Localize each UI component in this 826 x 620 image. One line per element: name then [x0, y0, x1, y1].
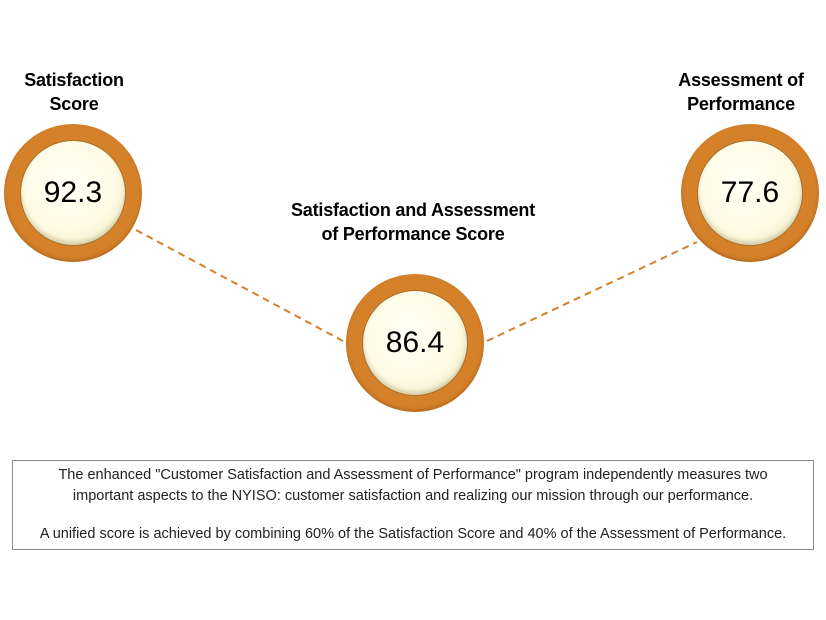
- score-disc: 92.3: [21, 141, 125, 245]
- label-line: Satisfaction and Assessment: [290, 200, 536, 220]
- satisfaction-score-label: Satisfaction Score: [0, 68, 148, 116]
- score-disc: 86.4: [363, 291, 467, 395]
- connector-right: [486, 241, 698, 342]
- spacer: [13, 507, 813, 524]
- assessment-value: 77.6: [720, 176, 780, 209]
- assessment-circle: 77.6: [681, 124, 819, 262]
- connector-left: [135, 229, 344, 342]
- combined-score-value: 86.4: [385, 326, 445, 359]
- label-line: Score: [49, 94, 99, 114]
- label-line: Performance: [687, 94, 795, 114]
- description-line-2: important aspects to the NYISO: customer…: [72, 488, 754, 504]
- assessment-label: Assessment of Performance: [666, 68, 816, 116]
- score-disc: 77.6: [698, 141, 802, 245]
- combined-score-label: Satisfaction and Assessment of Performan…: [263, 198, 563, 246]
- label-line: of Performance Score: [321, 224, 505, 244]
- description-line-3: A unified score is achieved by combining…: [39, 526, 787, 542]
- description-line-1: The enhanced "Customer Satisfaction and …: [58, 467, 768, 483]
- satisfaction-score-value: 92.3: [43, 176, 103, 209]
- satisfaction-score-circle: 92.3: [4, 124, 142, 262]
- program-description-box: The enhanced "Customer Satisfaction and …: [12, 460, 814, 550]
- label-line: Satisfaction: [24, 70, 124, 90]
- label-line: Assessment of: [678, 70, 804, 90]
- combined-score-circle: 86.4: [346, 274, 484, 412]
